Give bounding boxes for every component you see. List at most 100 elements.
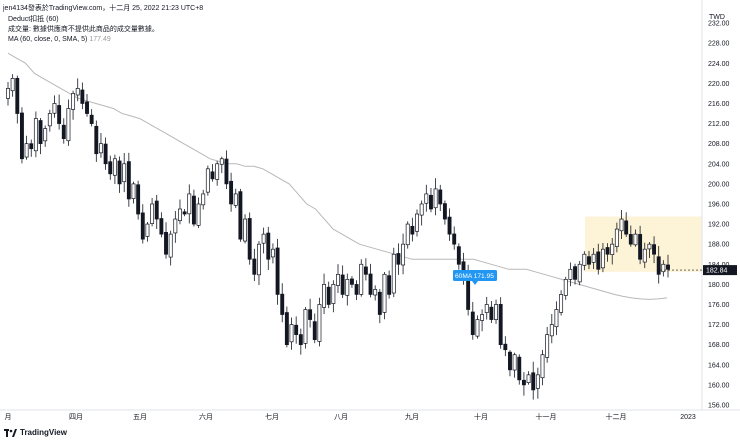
candle-up <box>322 284 327 308</box>
candle-down <box>377 291 382 315</box>
candle-up <box>359 263 364 295</box>
candle-up <box>591 253 596 263</box>
candle-up <box>243 218 247 242</box>
candle-up <box>559 294 564 313</box>
price-axis[interactable]: 156.00 160.00 164.00 168.00 172.00 176.00 180.… <box>708 21 730 410</box>
candle-up <box>405 223 410 246</box>
tradingview-logo[interactable]: TradingView <box>4 428 67 437</box>
candle-down <box>284 312 289 346</box>
candle-down <box>80 89 85 104</box>
candle-down <box>470 311 475 335</box>
candle-down <box>294 324 299 335</box>
month-label: 十月 <box>474 412 488 421</box>
candle-up <box>303 309 308 344</box>
candle-up <box>196 203 201 226</box>
candle-down <box>587 256 591 265</box>
candles <box>6 74 670 400</box>
candle-down <box>19 112 24 160</box>
candle-down <box>354 284 359 295</box>
candle-up <box>122 163 127 183</box>
candle-down <box>224 158 229 185</box>
candle-down <box>447 216 452 235</box>
month-label: 八月 <box>334 413 348 421</box>
candle-down <box>247 218 252 260</box>
candle-down <box>252 258 257 275</box>
candle-up <box>549 324 554 337</box>
candle-down <box>531 372 536 391</box>
candle-up <box>642 248 647 263</box>
month-label: 九月 <box>405 412 419 421</box>
candle-down <box>140 212 145 240</box>
price-tick-label: 232.00 <box>708 21 730 28</box>
candle-down <box>238 191 243 240</box>
candle-up <box>554 309 559 328</box>
candle-down <box>521 379 526 386</box>
currency-label: TWD <box>709 14 725 21</box>
legend-symbol[interactable]: Deduct扣抵 (60) <box>8 16 59 23</box>
price-tick-label: 196.00 <box>708 201 730 208</box>
price-tick-label: 220.00 <box>708 81 730 88</box>
candle-up <box>582 253 587 266</box>
month-label: 五月 <box>133 413 147 421</box>
candle-up <box>317 304 322 342</box>
candle-down <box>126 161 131 200</box>
publish-line: jen4134發表於TradingView.com，十二月 25, 2022 2… <box>3 5 204 12</box>
candle-down <box>159 218 164 235</box>
price-tick-label: 180.00 <box>708 282 730 289</box>
candle-up <box>10 77 15 92</box>
candle-up <box>433 188 438 209</box>
candle-up <box>215 163 220 180</box>
candle-up <box>484 304 489 313</box>
candle-up <box>187 193 192 215</box>
candle-down <box>508 351 512 371</box>
candle-up <box>168 233 173 258</box>
candle-down <box>456 246 461 265</box>
month-label: 四月 <box>69 413 83 421</box>
candle-up <box>535 374 540 389</box>
price-tick-label: 208.00 <box>708 141 730 148</box>
candle-down <box>638 234 643 260</box>
candle-up <box>331 284 336 304</box>
candle-up <box>494 304 498 321</box>
legend-volume-notice: 成交量: 數據供應商不提供此商品的成交量數據。 <box>8 26 159 33</box>
candle-down <box>340 274 345 295</box>
candle-down <box>573 266 577 280</box>
candle-up <box>373 289 378 296</box>
month-label: 十一月 <box>536 412 557 421</box>
candle-up <box>526 374 531 383</box>
price-tick-label: 216.00 <box>708 101 730 108</box>
price-tick-label: 192.00 <box>708 222 730 229</box>
candle-up <box>545 334 550 358</box>
candle-down <box>57 105 62 124</box>
candle-up <box>568 268 573 280</box>
candle-down <box>349 278 354 285</box>
candle-up <box>173 218 178 234</box>
candle-down <box>266 232 271 260</box>
candle-down <box>136 184 141 215</box>
candle-up <box>99 143 103 154</box>
candle-up <box>563 279 568 296</box>
price-tick-label: 176.00 <box>708 302 730 309</box>
candle-up <box>219 158 224 165</box>
candle-down <box>229 180 234 205</box>
candle-down <box>275 247 280 295</box>
candle-down <box>312 321 317 340</box>
candle-up <box>289 324 294 343</box>
candle-up <box>43 128 48 142</box>
candle-up <box>512 354 517 371</box>
candle-down <box>117 160 122 185</box>
candle-down <box>596 251 601 270</box>
price-tick-label: 212.00 <box>708 121 730 128</box>
candle-down <box>103 143 108 165</box>
candle-up <box>261 233 266 244</box>
candle-down <box>503 343 508 351</box>
month-label: 十二月 <box>606 412 627 421</box>
price-tick-label: 224.00 <box>708 61 730 68</box>
time-axis[interactable]: 月 四月 五月 六月 七月 八月 九月 十月 十一月 十二月 2023 <box>5 412 696 421</box>
candle-down <box>452 233 457 245</box>
legend-ma[interactable]: MA (60, close, 0, SMA, 5) 177.49 <box>8 35 111 44</box>
candle-up <box>480 314 485 321</box>
candle-down <box>280 293 285 315</box>
candle-down <box>154 200 159 220</box>
